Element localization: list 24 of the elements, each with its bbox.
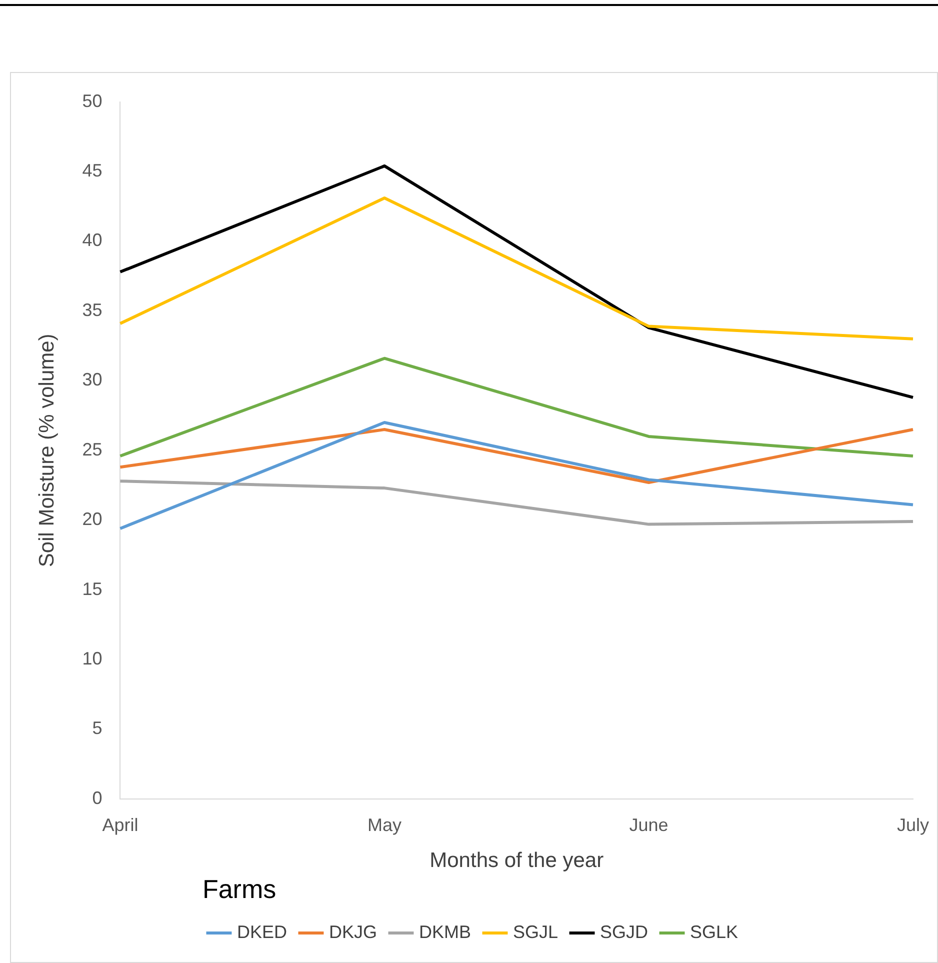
- x-tick-label: April: [102, 814, 138, 835]
- y-tick-label: 35: [82, 300, 102, 320]
- y-axis-title: Soil Moisture (% volume): [35, 334, 58, 568]
- y-tick-label: 0: [92, 788, 102, 808]
- y-tick-label: 10: [82, 648, 102, 669]
- legend-label: SGJL: [512, 922, 558, 942]
- y-tick-label: 40: [82, 230, 102, 250]
- x-axis-title: Months of the year: [430, 848, 604, 872]
- y-tick-label: 20: [82, 509, 102, 530]
- legend-label: SGJD: [600, 922, 648, 942]
- legend-label: DKMB: [418, 922, 471, 942]
- legend-title: Farms: [202, 874, 276, 904]
- legend-label: DKJG: [328, 922, 377, 942]
- x-tick-label: June: [629, 814, 668, 835]
- legend-label: SGLK: [690, 922, 738, 942]
- x-tick-label: May: [367, 814, 402, 835]
- y-tick-label: 50: [82, 90, 102, 111]
- y-tick-label: 25: [82, 439, 102, 460]
- x-tick-label: July: [896, 814, 930, 835]
- y-tick-label: 5: [92, 718, 102, 738]
- legend-label: DKED: [236, 922, 287, 942]
- y-tick-label: 45: [82, 160, 102, 180]
- y-tick-label: 15: [82, 578, 102, 599]
- y-tick-label: 30: [82, 370, 102, 390]
